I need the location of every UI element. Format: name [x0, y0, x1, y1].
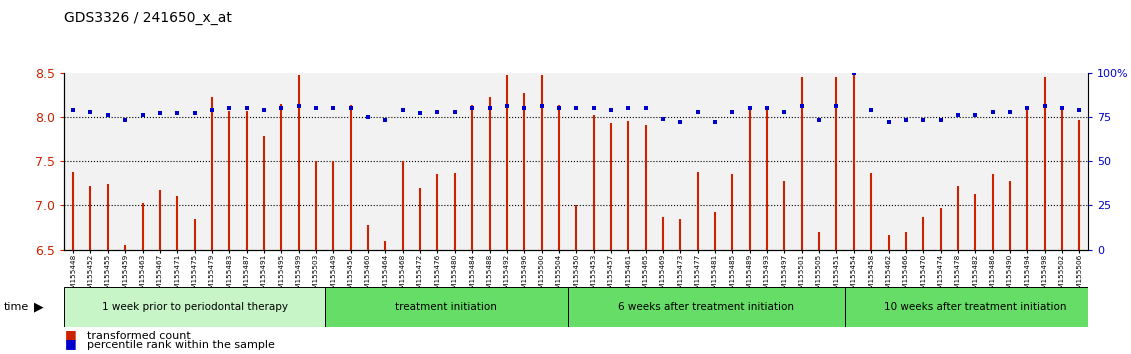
Point: [98, 112, 116, 118]
Point: [602, 107, 620, 113]
Point: [411, 110, 429, 116]
Point: [498, 103, 516, 109]
Point: [828, 103, 846, 109]
Text: GDS3326 / 241650_x_at: GDS3326 / 241650_x_at: [64, 11, 232, 25]
Point: [150, 110, 169, 116]
Point: [238, 105, 256, 111]
Point: [654, 116, 672, 121]
Point: [169, 110, 187, 116]
Point: [567, 105, 586, 111]
Point: [394, 107, 412, 113]
Text: 1 week prior to periodontal therapy: 1 week prior to periodontal therapy: [102, 302, 287, 312]
Point: [620, 105, 638, 111]
Point: [221, 105, 239, 111]
Point: [515, 105, 533, 111]
Point: [880, 119, 898, 125]
Point: [325, 105, 343, 111]
Point: [984, 109, 1002, 114]
Point: [1036, 103, 1054, 109]
Point: [741, 105, 759, 111]
Point: [377, 118, 395, 123]
Point: [949, 112, 967, 118]
Text: ▶: ▶: [34, 301, 44, 314]
Text: 10 weeks after treatment initiation: 10 weeks after treatment initiation: [884, 302, 1067, 312]
Point: [897, 118, 915, 123]
Point: [966, 112, 984, 118]
Point: [64, 107, 83, 113]
Text: treatment initiation: treatment initiation: [395, 302, 497, 312]
Point: [290, 103, 308, 109]
Text: ■: ■: [64, 337, 76, 350]
Point: [672, 119, 690, 125]
Point: [202, 107, 221, 113]
Point: [359, 114, 377, 120]
Point: [1053, 105, 1071, 111]
Point: [758, 105, 776, 111]
Point: [1070, 107, 1088, 113]
Point: [533, 103, 551, 109]
Point: [776, 109, 794, 114]
Text: percentile rank within the sample: percentile rank within the sample: [87, 341, 275, 350]
Point: [307, 105, 325, 111]
Bar: [64, 287, 325, 327]
Point: [724, 109, 742, 114]
Point: [689, 109, 707, 114]
Point: [429, 109, 447, 114]
Point: [254, 107, 273, 113]
Text: ■: ■: [64, 327, 76, 341]
Point: [1001, 109, 1019, 114]
Point: [550, 105, 568, 111]
Point: [862, 107, 880, 113]
Point: [810, 118, 828, 123]
Point: [185, 110, 204, 116]
Point: [793, 103, 811, 109]
Text: 6 weeks after treatment initiation: 6 weeks after treatment initiation: [619, 302, 794, 312]
Point: [81, 109, 100, 114]
Bar: [568, 287, 845, 327]
Point: [706, 119, 724, 125]
Point: [116, 118, 135, 123]
Point: [446, 109, 464, 114]
Text: transformed count: transformed count: [87, 331, 191, 341]
Point: [481, 105, 499, 111]
Text: time: time: [3, 302, 28, 312]
Point: [463, 105, 481, 111]
Point: [1018, 105, 1036, 111]
Point: [585, 105, 603, 111]
Point: [133, 112, 152, 118]
Point: [845, 70, 863, 75]
Point: [637, 105, 655, 111]
Point: [273, 105, 291, 111]
Bar: [325, 287, 568, 327]
Point: [914, 118, 932, 123]
Point: [342, 105, 360, 111]
Point: [932, 118, 950, 123]
Bar: [845, 287, 1105, 327]
